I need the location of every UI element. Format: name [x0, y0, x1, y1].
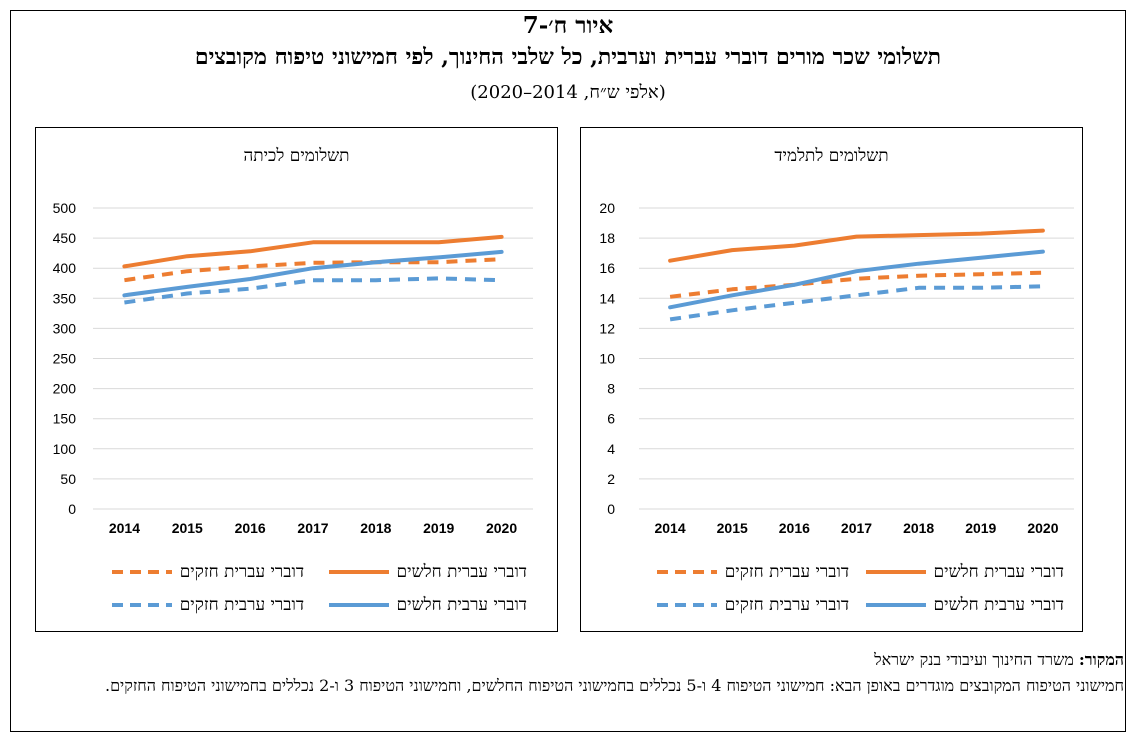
y-tick-label: 250 [53, 351, 77, 367]
x-tick-label: 2016 [779, 520, 810, 536]
y-tick-label: 300 [53, 320, 77, 336]
legend-swatch-solid-blue [865, 603, 926, 607]
y-tick-label: 8 [607, 381, 615, 397]
chart-title: תשלומים לכיתה [243, 146, 350, 166]
y-tick-label: 350 [53, 290, 77, 306]
series-line [122, 234, 504, 269]
legend-swatch-dashed-blue [111, 603, 172, 607]
legend-item: דוברי ערבית חזקים [110, 593, 304, 617]
x-tick-label: 2020 [1027, 520, 1058, 536]
legend-swatch-dashed-orange [656, 570, 717, 574]
y-tick-label: 0 [68, 501, 76, 517]
series-line [124, 257, 502, 283]
source-line: המקור: משרד החינוך ועיבודי בנק ישראל [874, 650, 1124, 670]
legend-label: דוברי עברית חלשים [933, 562, 1064, 582]
y-tick-label: 400 [53, 260, 77, 276]
x-tick-label: 2015 [172, 520, 203, 536]
y-tick-label: 2 [607, 471, 615, 487]
y-tick-label: 150 [53, 411, 77, 427]
legend-item: דוברי ערבית חזקים [655, 593, 849, 617]
y-tick-label: 500 [53, 200, 77, 216]
x-tick-label: 2014 [654, 520, 685, 536]
source-label: המקור: [1078, 650, 1124, 669]
y-tick-label: 16 [599, 260, 615, 276]
x-tick-label: 2014 [109, 520, 140, 536]
chart-per-student: תשלומים לתלמיד 0 2 4 6 8 10 12 14 16 18 20 2014 2015… [580, 127, 1083, 632]
y-tick-label: 20 [599, 200, 615, 216]
y-tick-label: 18 [599, 230, 615, 246]
legend-swatch-solid-orange [328, 570, 389, 574]
legend-label: דוברי ערבית חזקים [179, 595, 304, 615]
series-line [122, 249, 504, 298]
legend-item: דוברי עברית חזקים [655, 560, 849, 584]
chart-title: תשלומים לתלמיד [774, 146, 889, 166]
legend-swatch-dashed-orange [111, 570, 172, 574]
x-tick-label: 2017 [297, 520, 328, 536]
x-tick-label: 2019 [965, 520, 996, 536]
x-tick-label: 2018 [903, 520, 934, 536]
y-tick-label: 12 [599, 320, 615, 336]
y-tick-label: 6 [607, 411, 615, 427]
x-tick-label: 2017 [841, 520, 872, 536]
x-tick-label: 2018 [360, 520, 391, 536]
figure-label: איור ח׳-7 [522, 12, 614, 39]
y-tick-label: 100 [53, 441, 77, 457]
x-tick-label: 2019 [423, 520, 454, 536]
series-line [124, 276, 502, 305]
y-tick-label: 450 [53, 230, 77, 246]
y-tick-label: 0 [607, 501, 615, 517]
legend-label: דוברי עברית חלשים [396, 562, 527, 582]
figure-subtitle: (אלפי ש״ח, 2014–2020) [470, 82, 666, 103]
legend-label: דוברי עברית חזקים [179, 562, 304, 582]
y-tick-label: 14 [599, 290, 615, 306]
legend-label: דוברי ערבית חלשים [396, 595, 527, 615]
legend-swatch-dashed-blue [656, 603, 717, 607]
series-line [668, 228, 1045, 263]
x-tick-label: 2016 [235, 520, 266, 536]
chart-per-class: תשלומים לכיתה 0 50 100 150 200 250 300 350 400 45… [35, 127, 558, 632]
series-line [669, 284, 1043, 322]
figure-title: תשלומי שכר מורים דוברי עברית וערבית, כל … [194, 44, 942, 70]
series-line [668, 249, 1045, 310]
legend-item: דוברי עברית חלשים [327, 560, 527, 584]
y-tick-label: 200 [53, 381, 77, 397]
y-tick-label: 10 [599, 351, 615, 367]
y-tick-label: 4 [607, 441, 615, 457]
figure-frame [10, 10, 1126, 732]
source-text: משרד החינוך ועיבודי בנק ישראל [874, 650, 1074, 669]
legend-label: דוברי ערבית חזקים [724, 595, 849, 615]
legend-item: דוברי ערבית חלשים [864, 593, 1064, 617]
legend-item: דוברי ערבית חלשים [327, 593, 527, 617]
series-line [669, 270, 1043, 299]
legend-item: דוברי עברית חלשים [864, 560, 1064, 584]
x-tick-label: 2020 [486, 520, 517, 536]
footnote: חמישוני הטיפוח המקובצים מוגדרים באופן הב… [104, 676, 1124, 695]
chart-plot: 0 2 4 6 8 10 12 14 16 18 20 2014 2015 2016 2017 2018 201… [599, 200, 1074, 536]
chart-plot: 0 50 100 150 200 250 300 350 400 450 500 2014 2015 20… [53, 200, 533, 536]
x-tick-label: 2015 [717, 520, 748, 536]
legend-item: דוברי עברית חזקים [110, 560, 304, 584]
legend-swatch-solid-orange [865, 570, 926, 574]
legend-label: דוברי ערבית חלשים [933, 595, 1064, 615]
legend-label: דוברי עברית חזקים [724, 562, 849, 582]
legend-swatch-solid-blue [328, 603, 389, 607]
y-tick-label: 50 [60, 471, 76, 487]
